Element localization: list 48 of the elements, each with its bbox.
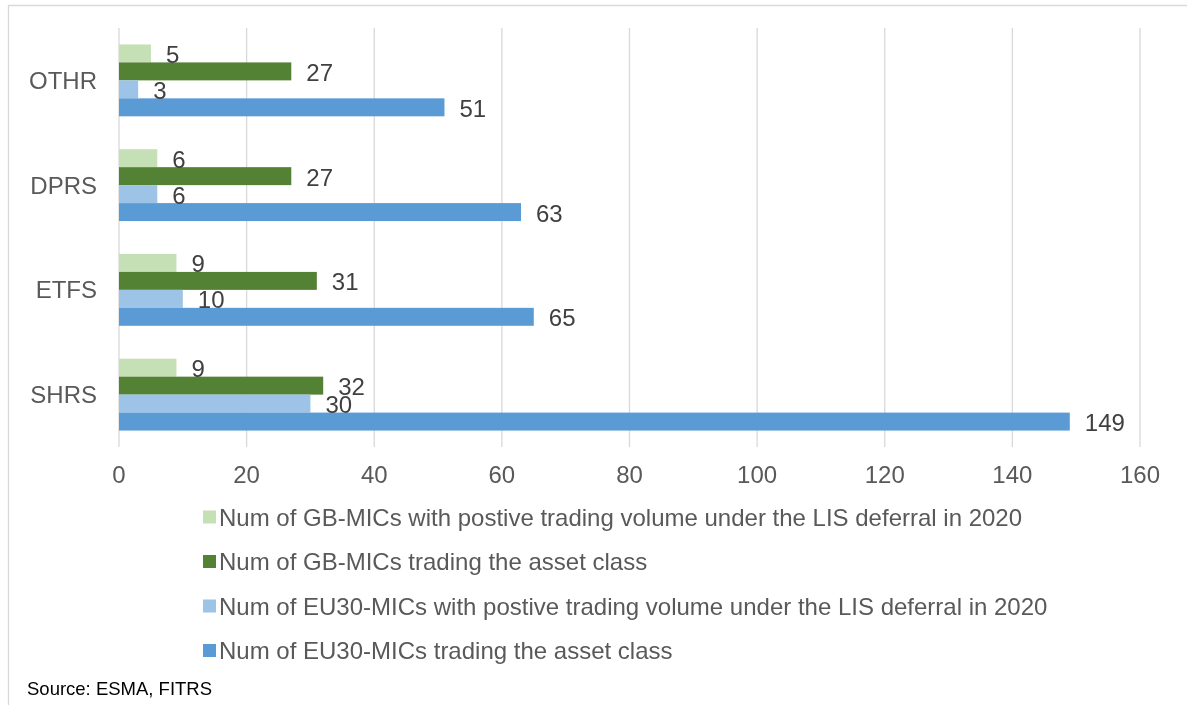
data-label: 10	[197, 286, 225, 314]
x-tick-label: 0	[112, 460, 126, 488]
data-label: 9	[191, 355, 205, 383]
x-tick-label: 160	[1119, 460, 1161, 488]
source-note: Source: ESMA, FITRS	[27, 677, 213, 699]
bar	[119, 358, 177, 377]
y-tick-label: ETFS	[35, 276, 97, 304]
x-tick-label: 40	[360, 460, 388, 488]
bar	[119, 253, 177, 272]
data-label: 31	[331, 268, 359, 296]
data-label: 149	[1084, 409, 1125, 437]
legend-label: Num of GB-MICs trading the asset class	[219, 548, 648, 575]
bar	[119, 271, 317, 290]
data-label: 63	[536, 199, 563, 227]
data-label: 6	[172, 145, 186, 173]
data-label: 27	[306, 58, 333, 86]
data-label: 9	[191, 250, 205, 278]
x-tick-label: 60	[488, 460, 516, 488]
data-label: 6	[172, 181, 186, 209]
x-tick-label: 20	[233, 460, 260, 488]
bar	[119, 289, 183, 308]
bar	[119, 44, 151, 63]
data-label: 5	[165, 40, 180, 68]
y-tick-label: DPRS	[30, 171, 97, 199]
bar	[119, 62, 292, 81]
x-tick-label: 100	[737, 460, 778, 488]
bar	[119, 203, 522, 222]
data-label: 65	[548, 304, 576, 332]
bar	[119, 167, 292, 186]
data-label: 27	[306, 163, 333, 191]
bar	[119, 394, 311, 413]
data-label: 3	[153, 76, 167, 104]
y-tick-label: SHRS	[30, 381, 97, 409]
bar	[119, 185, 158, 204]
bar	[119, 412, 1070, 431]
data-label: 51	[459, 94, 487, 122]
legend-label: Num of GB-MICs with postive trading volume under the LIS deferral in 2020	[219, 503, 1023, 531]
legend-label: Num of EU30-MICs trading the asset class	[219, 637, 673, 664]
bar	[119, 307, 534, 326]
y-tick-label: OTHR	[29, 66, 97, 94]
bar	[119, 98, 445, 117]
x-tick-label: 80	[616, 460, 643, 488]
x-tick-label: 140	[992, 460, 1033, 488]
bar	[119, 80, 139, 99]
x-tick-label: 120	[864, 460, 905, 488]
bar	[119, 376, 324, 395]
bar	[119, 149, 158, 168]
legend-label: Num of EU30-MICs with postive trading volume under the LIS deferral in 2020	[219, 592, 1048, 620]
